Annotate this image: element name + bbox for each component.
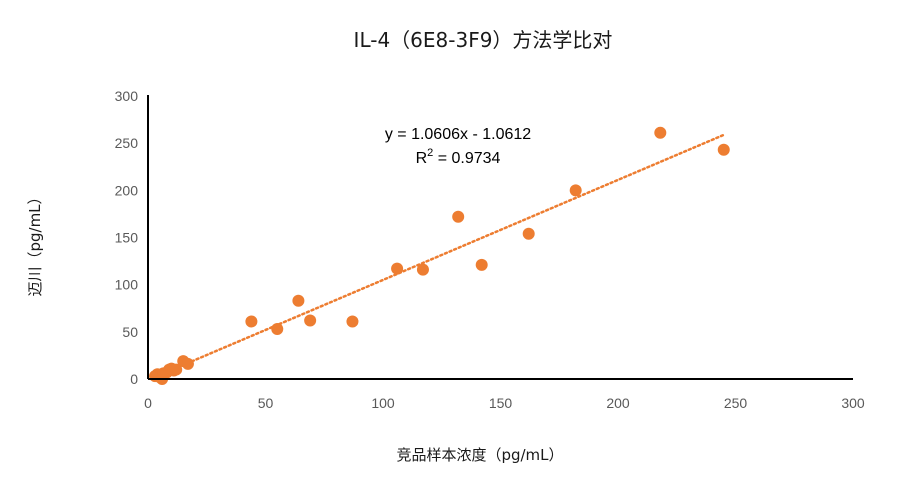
x-axis-label: 竞品样本浓度（pg/mL） (396, 446, 563, 464)
y-tick-labels: 0 50 100 150 200 250 300 (115, 88, 139, 387)
data-point (452, 210, 465, 223)
r-squared-label: R2 = 0.9734 (416, 147, 501, 167)
trendline-equation: y = 1.0606x - 1.0612 (385, 126, 531, 143)
x-tick-label: 300 (841, 395, 865, 411)
y-tick-label: 200 (115, 182, 139, 198)
y-tick-label: 150 (115, 230, 139, 246)
x-tick-label: 50 (258, 395, 274, 411)
y-tick-label: 50 (122, 324, 138, 340)
x-tick-label: 150 (489, 395, 513, 411)
r-squared-prefix: R (416, 150, 428, 167)
data-point (569, 184, 582, 197)
data-point (304, 314, 317, 327)
x-tick-label: 0 (144, 395, 152, 411)
y-axis-label: 迈川（pg/mL） (26, 189, 44, 296)
data-point (475, 258, 488, 271)
x-tick-label: 100 (371, 395, 395, 411)
chart-title: IL-4（6E8-3F9）方法学比对 (354, 28, 613, 52)
data-point (522, 227, 535, 240)
data-point (245, 315, 258, 328)
y-tick-label: 100 (115, 277, 139, 293)
data-point (416, 263, 429, 276)
y-tick-label: 300 (115, 88, 139, 104)
trendline-layer (158, 133, 725, 377)
data-point (181, 357, 194, 370)
data-point (292, 294, 305, 307)
x-tick-labels: 0 50 100 150 200 250 300 (144, 395, 865, 411)
y-tick-label: 250 (115, 135, 139, 151)
linear-trendline (158, 133, 725, 377)
data-point (271, 323, 284, 336)
data-point (654, 126, 667, 139)
data-point (717, 143, 730, 156)
data-point (346, 315, 359, 328)
r-squared-value: = 0.9734 (433, 150, 500, 167)
data-point (170, 363, 183, 376)
y-tick-label: 0 (130, 371, 138, 387)
data-point (391, 262, 404, 275)
x-tick-label: 200 (606, 395, 630, 411)
x-tick-label: 250 (724, 395, 748, 411)
r-squared-superscript: 2 (427, 147, 433, 159)
